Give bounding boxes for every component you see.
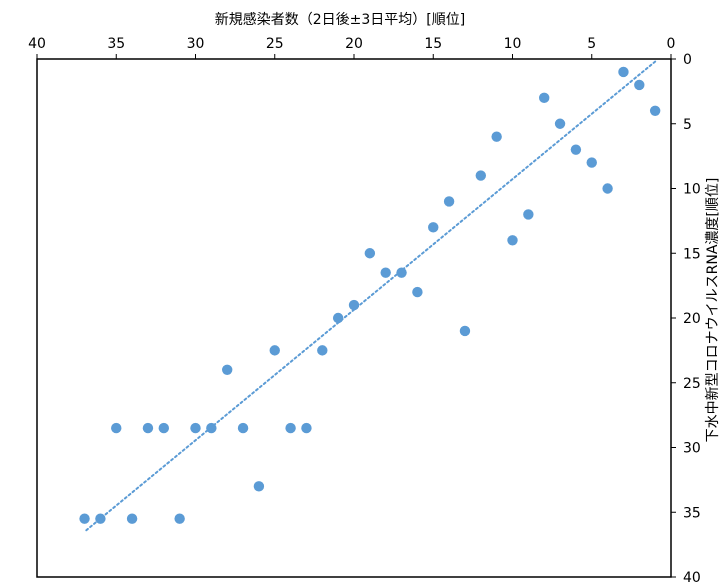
y-axis: 0 5 10 15 20 25 30 35 40: [671, 52, 701, 586]
x-tick-label: 15: [424, 36, 442, 52]
data-point: [111, 422, 122, 434]
data-point: [412, 286, 423, 298]
x-tick-label: 40: [28, 36, 46, 52]
y-axis-title: 下水中新型コロナウイルスRNA濃度[順位]: [705, 178, 721, 443]
plot-area: [36, 58, 672, 578]
trendline: [83, 60, 657, 533]
data-point: [126, 513, 138, 524]
y-tick-label: 30: [683, 441, 701, 457]
y-tick-label: 35: [683, 505, 701, 521]
data-point: [523, 209, 534, 220]
x-tick-label: 25: [266, 36, 284, 52]
data-point: [158, 422, 169, 434]
x-tick-label: 0: [667, 36, 676, 52]
trendline-group: [83, 60, 657, 533]
data-point: [190, 422, 201, 434]
data-point: [95, 513, 106, 524]
y-tick-label: 0: [683, 52, 692, 68]
data-point: [364, 248, 376, 259]
x-tick-label: 30: [187, 36, 205, 52]
x-tick-label: 5: [587, 36, 596, 52]
data-point: [586, 157, 597, 168]
data-point: [570, 144, 582, 155]
data-point: [634, 79, 645, 91]
data-point: [79, 513, 90, 524]
data-point: [459, 325, 471, 337]
data-point: [491, 131, 502, 142]
data-point: [174, 513, 185, 524]
y-tick-label: 5: [683, 117, 692, 133]
data-point: [475, 170, 486, 181]
data-point: [269, 345, 280, 356]
y-tick-label: 15: [683, 246, 701, 262]
data-point: [380, 267, 391, 278]
data-point: [237, 422, 249, 434]
data-point: [142, 422, 154, 434]
data-point: [222, 364, 233, 375]
data-point: [539, 92, 550, 104]
data-point: [206, 422, 217, 434]
y-tick-label: 10: [683, 182, 701, 198]
data-point: [554, 118, 566, 129]
data-point: [396, 267, 407, 278]
data-point: [428, 222, 439, 233]
data-point: [285, 422, 296, 434]
data-point: [649, 105, 661, 117]
data-point: [317, 345, 328, 356]
y-tick-label: 40: [683, 570, 701, 582]
data-point: [618, 66, 629, 78]
data-point: [332, 312, 344, 324]
plot-border: [36, 58, 672, 578]
data-point: [507, 235, 518, 246]
data-point: [602, 183, 613, 194]
x-tick-label: 20: [345, 36, 363, 52]
data-point: [443, 196, 455, 207]
y-tick-label: 25: [683, 376, 701, 392]
data-point: [253, 481, 265, 492]
y-tick-label: 20: [683, 311, 701, 327]
points-group: [79, 66, 661, 524]
x-axis-title: 新規感染者数（2日後±3日平均）[順位]: [215, 11, 465, 28]
data-point: [348, 299, 360, 311]
x-tick-label: 35: [107, 36, 125, 52]
x-tick-label: 10: [504, 36, 522, 52]
x-axis: 40 35 30 25 20 15 10 5 0: [28, 36, 675, 59]
data-point: [301, 422, 312, 434]
